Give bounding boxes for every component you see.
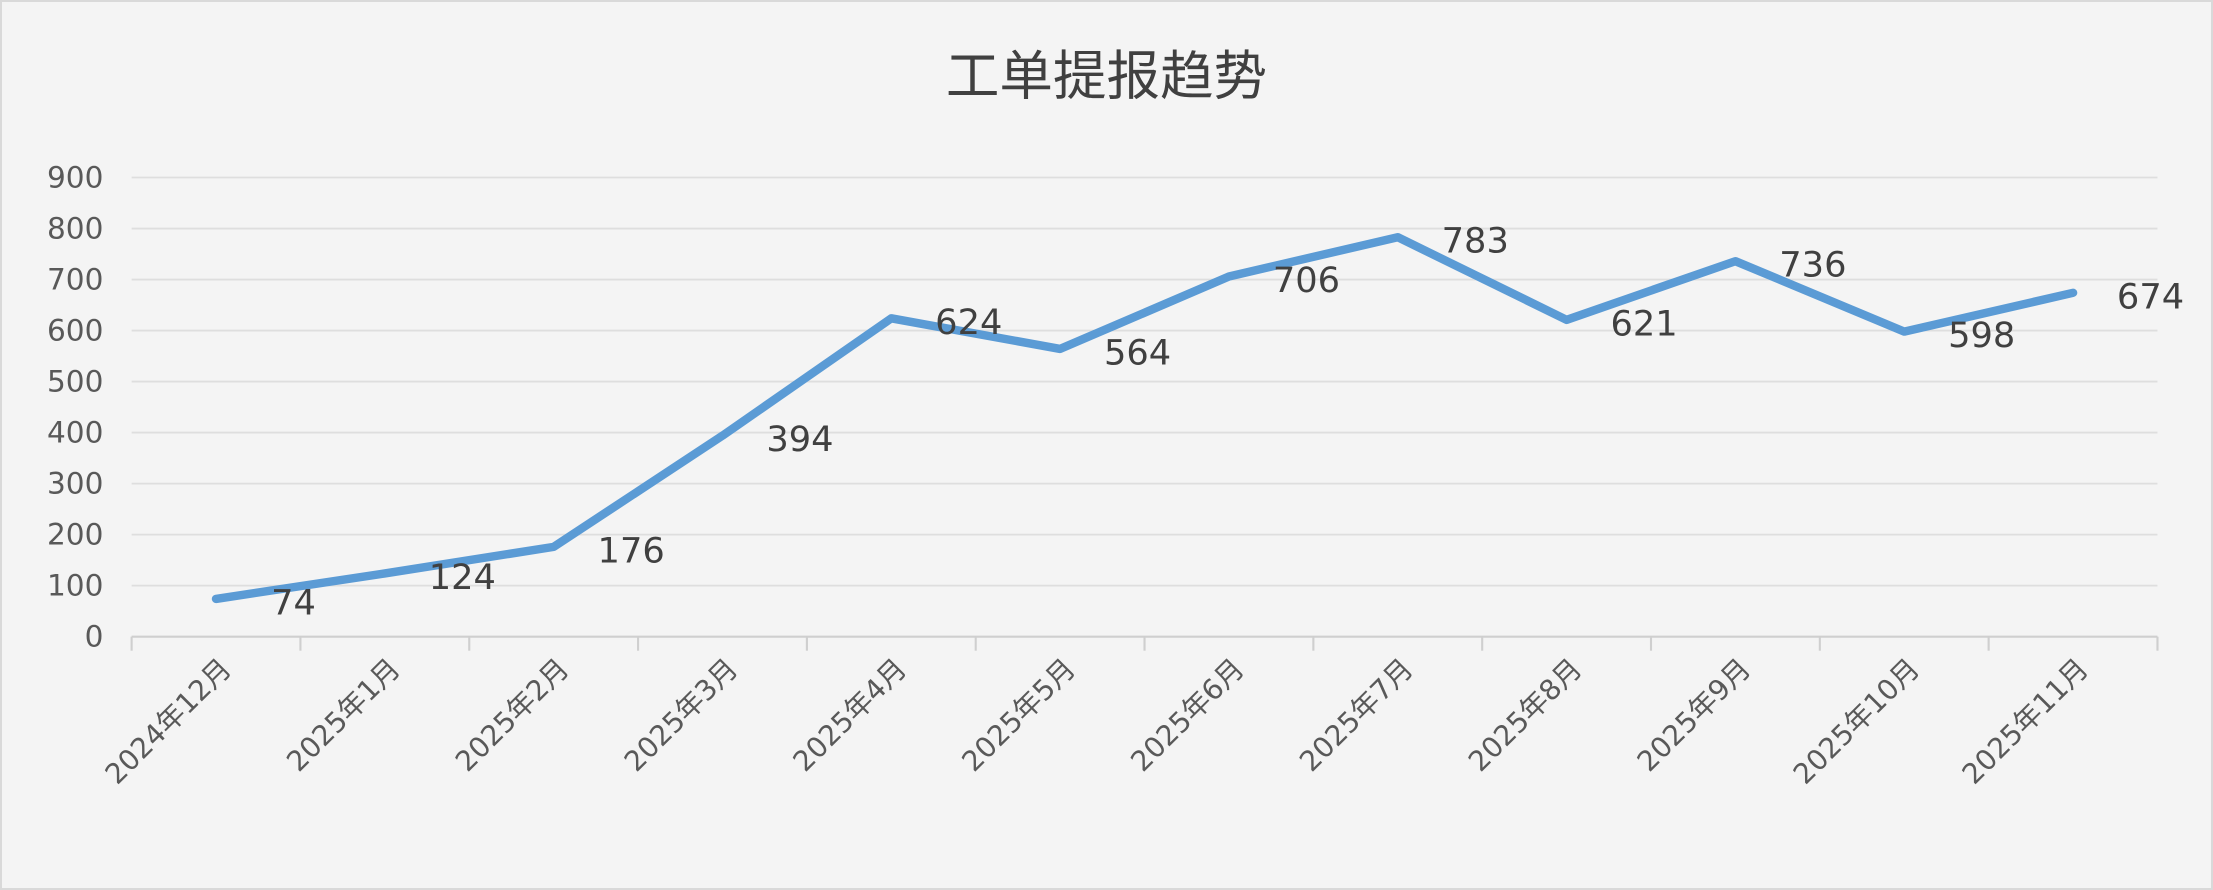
data-label: 624 — [935, 302, 1002, 343]
x-tick-label: 2025年3月 — [618, 652, 745, 778]
data-label: 621 — [1610, 303, 1677, 344]
x-tick-label: 2025年5月 — [955, 652, 1082, 778]
data-label: 124 — [429, 557, 496, 598]
data-label: 394 — [766, 419, 833, 460]
y-tick-label: 800 — [47, 211, 103, 245]
data-label: 564 — [1104, 332, 1171, 373]
x-tick-label: 2024年12月 — [99, 652, 238, 791]
y-tick-label: 200 — [47, 518, 103, 552]
chart-title: 工单提报趋势 — [946, 45, 1267, 108]
x-tick-label: 2025年9月 — [1631, 652, 1758, 778]
x-tick-label: 2025年4月 — [787, 652, 914, 778]
x-tick-label: 2025年7月 — [1293, 652, 1420, 778]
y-tick-label: 300 — [47, 466, 103, 500]
data-label: 706 — [1273, 260, 1340, 301]
data-label: 783 — [1442, 221, 1509, 262]
y-tick-label: 100 — [47, 569, 103, 603]
x-tick-label: 2025年11月 — [1956, 652, 2095, 791]
data-label: 674 — [2117, 276, 2184, 317]
series-line — [211, 232, 2078, 604]
x-tick-label: 2025年1月 — [280, 652, 407, 778]
data-label: 74 — [271, 582, 316, 623]
data-label: 598 — [1948, 315, 2015, 356]
x-tick-label: 2025年2月 — [449, 652, 576, 778]
data-label: 736 — [1779, 245, 1846, 286]
y-tick-label: 0 — [85, 620, 104, 654]
x-tick-label: 2025年6月 — [1124, 652, 1251, 778]
y-tick-label: 400 — [47, 415, 103, 449]
data-label: 176 — [598, 530, 665, 571]
x-tick-label: 2025年8月 — [1462, 652, 1589, 778]
x-tick-label: 2025年10月 — [1787, 652, 1926, 791]
y-tick-label: 900 — [47, 160, 103, 194]
y-tick-label: 600 — [47, 313, 103, 347]
y-tick-label: 700 — [47, 262, 103, 296]
y-tick-label: 500 — [47, 364, 103, 398]
